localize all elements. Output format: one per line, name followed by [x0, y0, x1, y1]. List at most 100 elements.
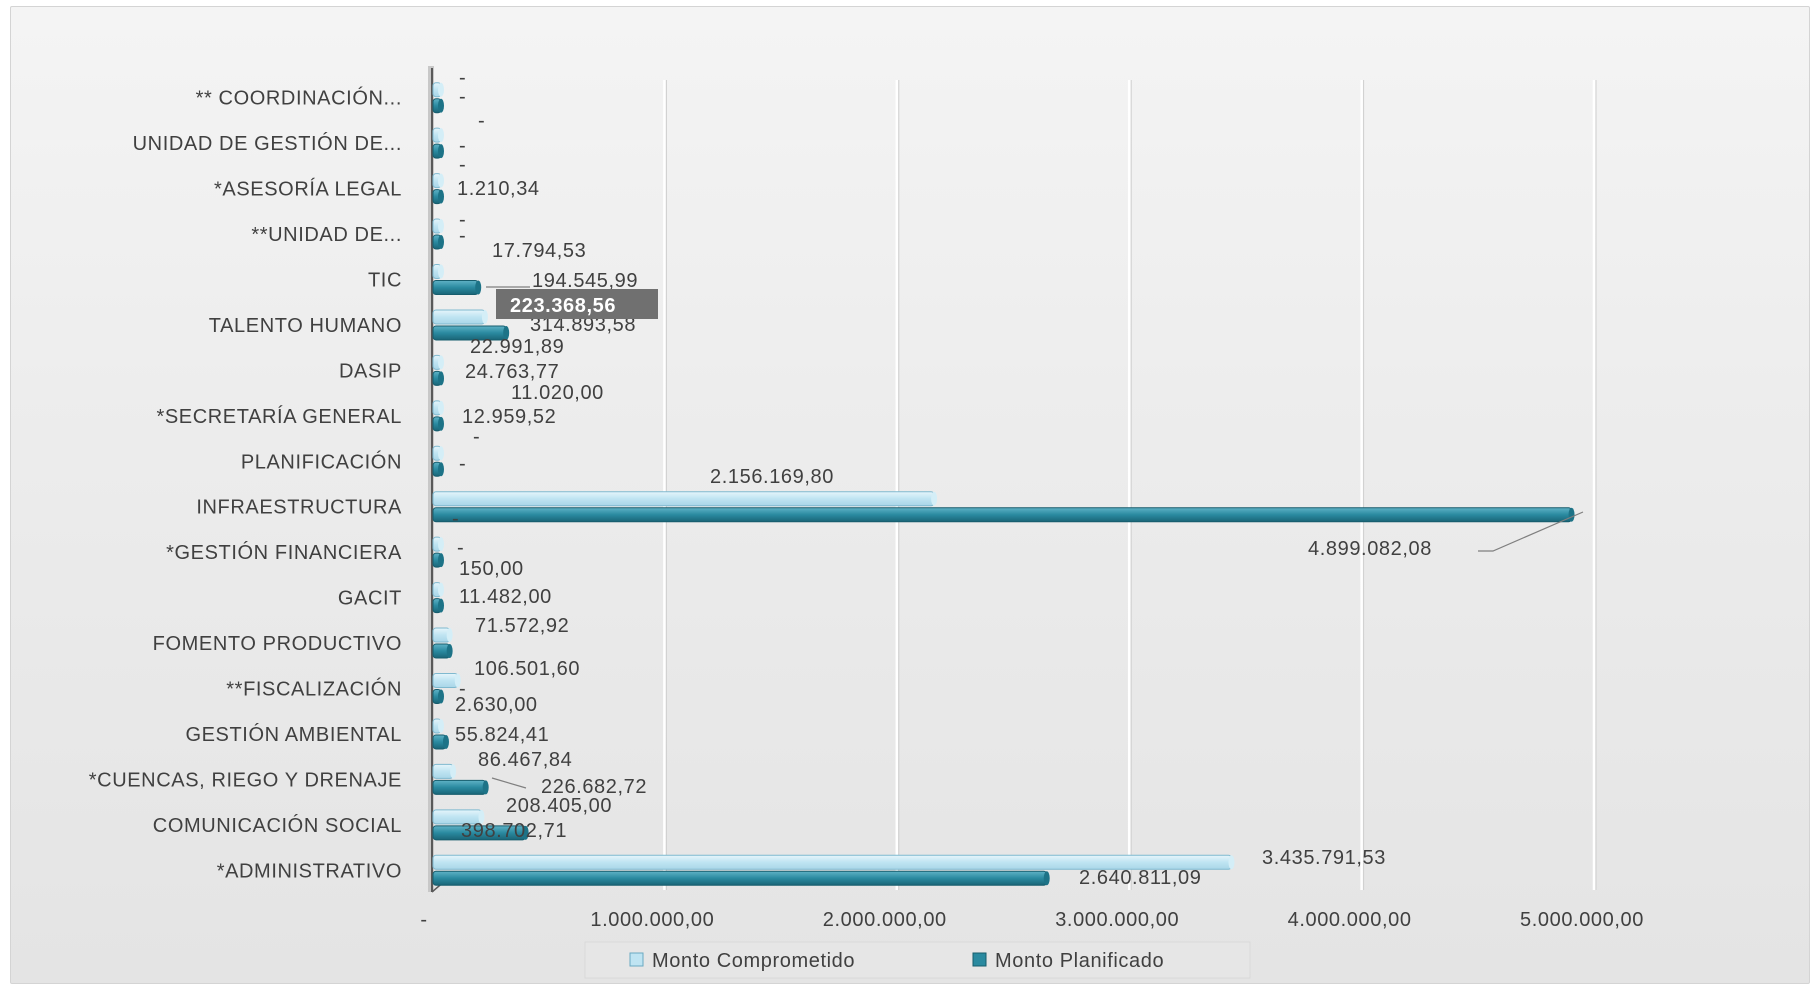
legend-label-planificado: Monto Planificado	[995, 950, 1164, 972]
data-label-planificado: 1.210,34	[457, 178, 540, 200]
category-label: **FISCALIZACIÓN	[226, 678, 402, 701]
data-label-planificado: 55.824,41	[455, 724, 549, 746]
legend-swatch-planificado	[972, 952, 987, 967]
bar-comprometido-cap	[438, 400, 444, 415]
category-label: GACIT	[338, 588, 402, 610]
bar-comprometido-cap	[438, 264, 444, 279]
data-label-comprometido: 2.630,00	[455, 694, 538, 716]
category-label: *ASESORÍA LEGAL	[214, 178, 402, 201]
bar-planificado	[432, 870, 1048, 886]
data-label-planificado: 2.640.811,09	[1079, 867, 1202, 889]
data-label-comprometido: -	[459, 67, 466, 89]
bar-planificado-cap	[438, 98, 444, 113]
category-label: DASIP	[339, 360, 402, 382]
bar-planificado	[432, 280, 479, 295]
bar-planificado-cap	[438, 144, 444, 159]
bar-planificado-cap	[438, 371, 444, 386]
bar-comprometido-cap	[931, 491, 938, 506]
bar-planificado-cap	[522, 825, 529, 840]
bar-planificado-cap	[438, 553, 444, 568]
category-label: **UNIDAD DE...	[251, 224, 402, 246]
bar-comprometido-cap	[438, 219, 444, 234]
bar-comprometido-cap	[438, 537, 444, 552]
bar-comprometido-cap	[438, 173, 444, 188]
data-label-comprometido: 150,00	[459, 558, 524, 580]
data-label-comprometido: 11.020,00	[511, 382, 604, 404]
data-label-planificado: 314.893,58	[530, 314, 636, 336]
bar-planificado-cap	[1568, 507, 1575, 522]
legend-label-comprometido: Monto Comprometido	[652, 950, 855, 972]
bar-comprometido-cap	[438, 446, 444, 461]
data-label-planificado: 194.545,99	[532, 270, 638, 292]
data-label-comprometido: 71.572,92	[475, 615, 569, 637]
category-label: *GESTIÓN FINANCIERA	[166, 541, 402, 564]
data-label-planificado: 12.959,52	[462, 406, 556, 428]
category-label: TALENTO HUMANO	[209, 315, 402, 337]
bar-comprometido-cap	[438, 582, 444, 597]
bar-comprometido-cap	[454, 673, 461, 688]
category-label: PLANIFICACIÓN	[241, 450, 402, 473]
data-label-highlighted: 223.368,56	[510, 295, 616, 317]
data-label-comprometido: -	[459, 209, 466, 231]
x-tick-label: 4.000.000,00	[1288, 909, 1412, 931]
category-label: *CUENCAS, RIEGO Y DRENAJE	[89, 769, 402, 791]
x-tick-label: 1.000.000,00	[590, 909, 714, 931]
category-label: INFRAESTRUCTURA	[196, 497, 402, 519]
x-tick-label: 3.000.000,00	[1055, 909, 1179, 931]
bar-planificado-cap	[438, 416, 444, 431]
category-label: *ADMINISTRATIVO	[217, 860, 402, 882]
data-label-comprometido: -	[452, 508, 459, 530]
category-label: *SECRETARÍA GENERAL	[156, 405, 402, 428]
data-label-planificado: -	[459, 453, 466, 475]
category-label: GESTIÓN AMBIENTAL	[185, 723, 402, 746]
data-label-comprometido: 86.467,84	[478, 749, 572, 771]
bar-comprometido	[432, 763, 454, 779]
bar-planificado	[432, 779, 487, 795]
data-label-planificado: -	[457, 537, 464, 559]
category-label: ** COORDINACIÓN...	[196, 87, 402, 110]
x-tick-label: 2.000.000,00	[823, 909, 947, 931]
legend-box	[584, 941, 1251, 979]
data-label-planificado: -	[459, 86, 466, 108]
bar-comprometido	[432, 491, 935, 507]
bar-comprometido-cap	[1228, 855, 1235, 870]
data-label-comprometido: 22.991,89	[470, 336, 564, 358]
bar-planificado-cap	[438, 462, 444, 477]
bar-planificado-cap	[438, 235, 444, 250]
leader-line-cuencas	[491, 777, 527, 789]
data-label-planificado: -	[459, 678, 466, 700]
data-label-planificado: 24.763,77	[465, 361, 559, 383]
category-label: FOMENTO PRODUCTIVO	[153, 633, 402, 655]
bar-planificado-cap	[503, 325, 510, 340]
data-label-comprometido: 2.156.169,80	[710, 466, 834, 488]
bar-planificado-cap	[442, 734, 449, 749]
category-label: UNIDAD DE GESTIÓN DE...	[133, 132, 402, 155]
bar-planificado-cap	[1043, 871, 1050, 886]
data-label-planificado: -	[459, 225, 466, 247]
data-label-planificado: 11.482,00	[459, 586, 552, 608]
data-label-comprometido: 3.435.791,53	[1262, 847, 1386, 869]
bar-comprometido-cap	[438, 82, 444, 97]
x-tick-label: -	[420, 909, 427, 931]
data-label-comprometido: -	[473, 426, 480, 448]
bar-planificado-cap	[438, 189, 444, 204]
bar-planificado-cap	[438, 689, 444, 704]
bar-comprometido-cap	[438, 355, 444, 370]
category-label: COMUNICACIÓN SOCIAL	[153, 814, 402, 837]
bar-comprometido-cap	[438, 718, 444, 733]
data-label-planificado: -	[459, 135, 466, 157]
data-label-comprometido: 106.501,60	[474, 658, 580, 680]
data-label-planificado: 226.682,72	[541, 776, 647, 798]
data-label-planificado: 398.702,71	[461, 820, 567, 842]
highlight-label-box	[496, 289, 658, 319]
bar-comprometido	[432, 673, 459, 688]
data-label-planificado: 4.899.082,08	[1308, 538, 1432, 560]
bar-comprometido-cap	[450, 764, 457, 779]
bar-planificado-cap	[482, 780, 489, 795]
legend: Monto Comprometido Monto Planificado	[584, 941, 1251, 979]
data-label-comprometido: -	[478, 110, 485, 132]
legend-swatch-comprometido	[629, 952, 644, 967]
bar-planificado	[432, 507, 1573, 523]
bar-planificado-cap	[446, 644, 453, 659]
bar-comprometido-cap	[481, 309, 488, 324]
